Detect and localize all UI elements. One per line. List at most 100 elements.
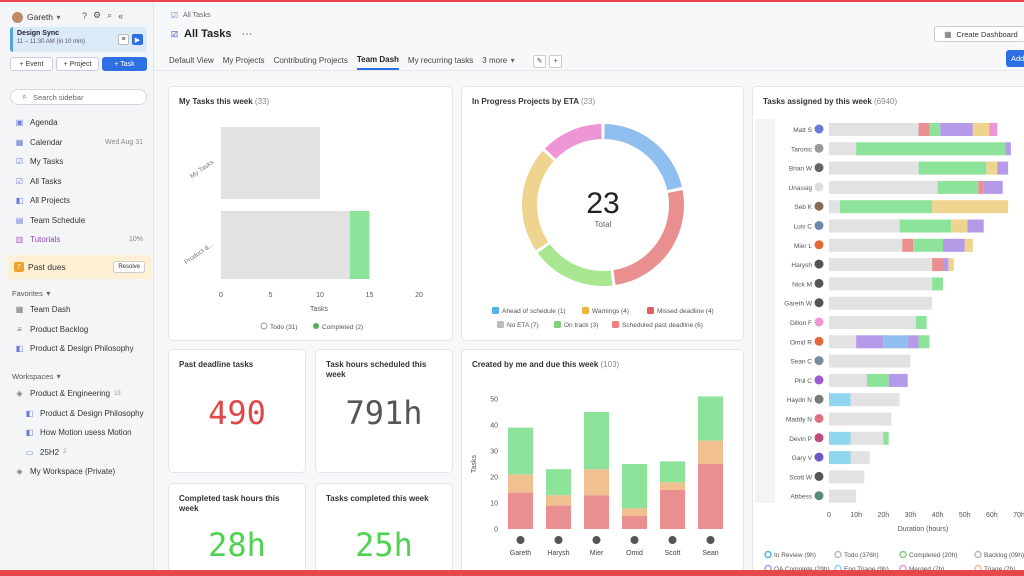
video-icon[interactable]: ▶ (132, 34, 143, 45)
collapse-icon[interactable]: « (118, 10, 124, 21)
avatar (814, 240, 824, 250)
card-my-tasks: My Tasks this week (33) My Tasks Product … (168, 86, 453, 341)
folder-icon: ▭ (25, 447, 34, 457)
main-area: ☑ All Tasks ☑ All Tasks ··· ▦ Create Das… (155, 2, 1024, 570)
avatar (814, 491, 824, 501)
sidebar-search[interactable]: ⌕ Search sidebar (10, 89, 147, 105)
tab-more[interactable]: 3 more ▾ (482, 51, 518, 70)
tab-default-view[interactable]: Default View (169, 56, 214, 65)
bar-segment (951, 219, 968, 233)
favorite-item-label: Product & Design Philosophy (30, 344, 134, 354)
avatar (814, 259, 824, 269)
my-tasks-bar-chart: My Tasks Product &... 0 5 10 15 20 Tasks Todo (3… (183, 127, 423, 331)
gear-icon[interactable]: ⚙ (93, 10, 102, 20)
category-label: Sean (702, 550, 718, 557)
card-title: Tasks assigned by this week (6940) (763, 97, 898, 106)
favorite-item[interactable]: ◧ Product & Design Philosophy (10, 339, 147, 359)
category-label: Matt S (793, 127, 812, 134)
card-tasks-assigned: Tasks assigned by this week (6940) Matt … (752, 86, 1024, 570)
quick-buttons: + Event + Project + Task (10, 57, 147, 71)
workspace-item[interactable]: ◈ My Workspace (Private) (10, 462, 147, 482)
workspaces-heading[interactable]: Workspaces ▾ (12, 371, 64, 382)
bar-segment (508, 474, 533, 493)
workspace-item[interactable]: ▭ 25H2 2 (10, 443, 147, 463)
bar-segment (839, 200, 933, 214)
notes-icon[interactable]: ≡ (118, 34, 129, 45)
tab-team-dash[interactable]: Team Dash (356, 51, 399, 70)
tab-my-recurring-tasks[interactable]: My recurring tasks (407, 56, 474, 65)
legend-marker (612, 321, 619, 328)
help-icon[interactable]: ? (82, 10, 88, 21)
upcoming-meeting[interactable]: Design Sync 11 – 11:30 AM (in 10 min) ≡ … (10, 27, 147, 52)
bar-segment (349, 211, 370, 279)
sidebar-item-agenda[interactable]: ▣ Agenda (10, 113, 147, 133)
past-dues-banner[interactable]: 7 Past dues Resolve (8, 255, 151, 279)
tick-label: 10 (490, 501, 498, 508)
category-label: Luis C (794, 224, 813, 231)
bar-segment (997, 161, 1009, 175)
avatar (814, 336, 824, 346)
avatar (668, 536, 677, 544)
workspace-item[interactable]: ◧ How Motion usess Motion (10, 423, 147, 443)
breadcrumb[interactable]: ☑ All Tasks (169, 10, 211, 21)
favorites-heading[interactable]: Favorites ▾ (12, 288, 54, 299)
donut-slice (544, 124, 602, 159)
add-button[interactable]: Add (1006, 50, 1024, 67)
resolve-button[interactable]: Resolve (113, 261, 145, 273)
sidebar-item-team-schedule[interactable]: ▤ Team Schedule (10, 211, 147, 231)
category-label: Harysh (547, 550, 569, 557)
sidebar-item-all-projects[interactable]: ◧ All Projects (10, 191, 147, 211)
workspace-item[interactable]: ◈ Product & Engineering 13 (10, 384, 147, 404)
projects-icon: ◧ (15, 196, 24, 206)
user-menu[interactable]: Gareth ▾ (12, 10, 64, 24)
sidebar-top-icons: ? ⚙ ⌕ « (82, 10, 129, 21)
add-task-button[interactable]: + Task (102, 57, 147, 71)
bar-segment (698, 440, 723, 464)
sidebar-item-calendar[interactable]: ▦ Calendar Wed Aug 31 (10, 133, 147, 153)
tick-label: 70h (1013, 512, 1024, 519)
card-hours-scheduled: Task hours scheduled this week 791h (315, 349, 453, 473)
avatar (814, 375, 824, 385)
edit-icon[interactable]: ✎ (533, 54, 547, 68)
bar-segment (829, 296, 933, 310)
doc-icon: ◧ (15, 344, 24, 354)
search-icon[interactable]: ⌕ (107, 10, 113, 20)
book-icon: ▥ (15, 235, 24, 245)
sidebar-item-tutorials[interactable]: ▥ Tutorials 10% (10, 230, 147, 250)
tick-label: 0 (494, 527, 498, 534)
legend-entry: On track (3) (564, 322, 598, 329)
avatar (814, 317, 824, 327)
bar-segment (829, 258, 933, 272)
add-project-button[interactable]: + Project (56, 57, 99, 71)
category-label: Gary V (792, 455, 813, 462)
favorite-item[interactable]: ▦ Team Dash (10, 300, 147, 320)
category-label: Gareth (510, 550, 532, 557)
bar-segment (915, 316, 927, 329)
bar-segment (829, 373, 835, 387)
sidebar-item-my-tasks[interactable]: ☑ My Tasks (10, 152, 147, 172)
tab-contributing-projects[interactable]: Contributing Projects (273, 56, 348, 65)
more-options-button[interactable]: ··· (241, 28, 253, 40)
meeting-time: 11 – 11:30 AM (in 10 min) (17, 39, 85, 45)
sidebar-item-label: All Tasks (30, 176, 62, 186)
legend-entry: No ETA (7) (507, 322, 539, 329)
checkbox-icon: ☑ (170, 11, 179, 20)
category-label: Scott (665, 550, 681, 557)
checkbox-icon: ☑ (170, 29, 179, 39)
bar-segment (829, 451, 851, 465)
tab-my-projects[interactable]: My Projects (222, 56, 265, 65)
calendar-icon: ▦ (15, 137, 24, 147)
tasks-icon: ☑ (15, 157, 24, 167)
create-dashboard-button[interactable]: ▦ Create Dashboard (934, 26, 1024, 42)
workspace-item[interactable]: ◧ Product & Design Philosophy (10, 404, 147, 424)
favorite-item[interactable]: ≡ Product Backlog (10, 320, 147, 340)
plus-icon[interactable]: + (549, 54, 563, 68)
bar-segment (829, 431, 851, 445)
tasks-assigned-bar-chart: Matt S Taronic Brian W Unassig Seb K Luis C Mi… (755, 119, 1024, 570)
page-title: ☑ All Tasks ··· (169, 28, 253, 40)
legend-entry: Scheduled past deadline (6) (622, 322, 703, 329)
sidebar-item-all-tasks[interactable]: ☑ All Tasks (10, 172, 147, 192)
add-event-button[interactable]: + Event (10, 57, 53, 71)
bar-segment (829, 180, 938, 194)
legend-entry: In Review (9h) (774, 552, 816, 559)
